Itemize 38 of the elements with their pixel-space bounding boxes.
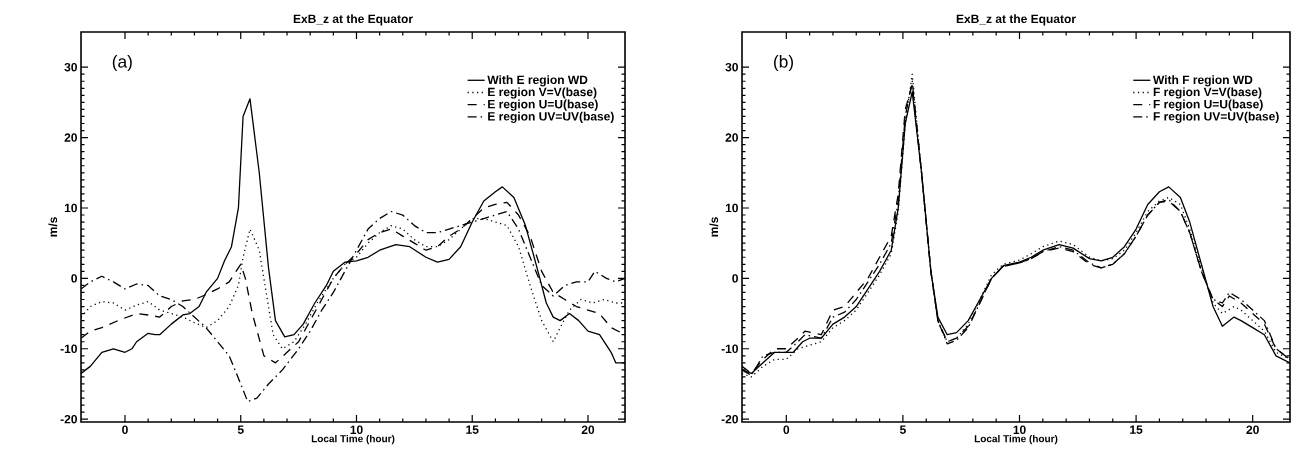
y-tick-label: 10 bbox=[725, 203, 738, 213]
legend-label: With F region WD bbox=[1152, 75, 1253, 87]
y-tick-label: 30 bbox=[64, 62, 77, 72]
y-tick-label: -20 bbox=[60, 414, 77, 424]
legend-label: E region V=V(base) bbox=[488, 87, 597, 99]
y-axis-title: m/s bbox=[48, 217, 58, 237]
x-tick-label: 15 bbox=[1130, 425, 1143, 434]
y-tick-label: -20 bbox=[721, 414, 738, 424]
y-tick-label: 30 bbox=[725, 62, 738, 72]
x-tick-label: 10 bbox=[1013, 425, 1026, 435]
legend-label: F region V=V(base) bbox=[1153, 87, 1262, 99]
y-tick-label: 0 bbox=[732, 274, 738, 283]
x-tick-label: 5 bbox=[237, 425, 244, 434]
legend-label: E region U=U(base) bbox=[488, 99, 598, 111]
y-tick-label: -10 bbox=[721, 344, 738, 354]
y-axis-title: m/s bbox=[709, 217, 719, 237]
x-tick-label: 20 bbox=[1246, 425, 1259, 435]
legend-label: F region UV=UV(base) bbox=[1153, 111, 1279, 124]
y-tick-label: 10 bbox=[64, 203, 77, 213]
x-tick-label: 0 bbox=[783, 425, 790, 435]
chart-title: ExB_z at the Equator bbox=[956, 14, 1076, 26]
x-tick-label: 20 bbox=[581, 425, 595, 435]
legend-label: With E region WD bbox=[487, 75, 588, 87]
annotation: (b) bbox=[774, 55, 793, 72]
x-tick-label: 10 bbox=[350, 425, 363, 435]
x-tick-label: 0 bbox=[122, 425, 128, 435]
x-tick-label: 5 bbox=[899, 425, 906, 434]
y-tick-label: 0 bbox=[71, 274, 77, 283]
y-tick-label: -10 bbox=[60, 344, 77, 354]
x-axis-title: Local Time (hour) bbox=[311, 434, 395, 445]
annotation: (a) bbox=[112, 55, 132, 72]
y-tick-label: 20 bbox=[64, 133, 77, 142]
legend-label: F region U=U(base) bbox=[1153, 99, 1263, 111]
chart-title: ExB_z at the Equator bbox=[293, 14, 413, 26]
x-axis-title: Local Time (hour) bbox=[974, 434, 1058, 445]
legend-label: E region UV=UV(base) bbox=[488, 111, 614, 124]
y-tick-label: 20 bbox=[725, 133, 738, 142]
x-tick-label: 15 bbox=[466, 425, 479, 434]
